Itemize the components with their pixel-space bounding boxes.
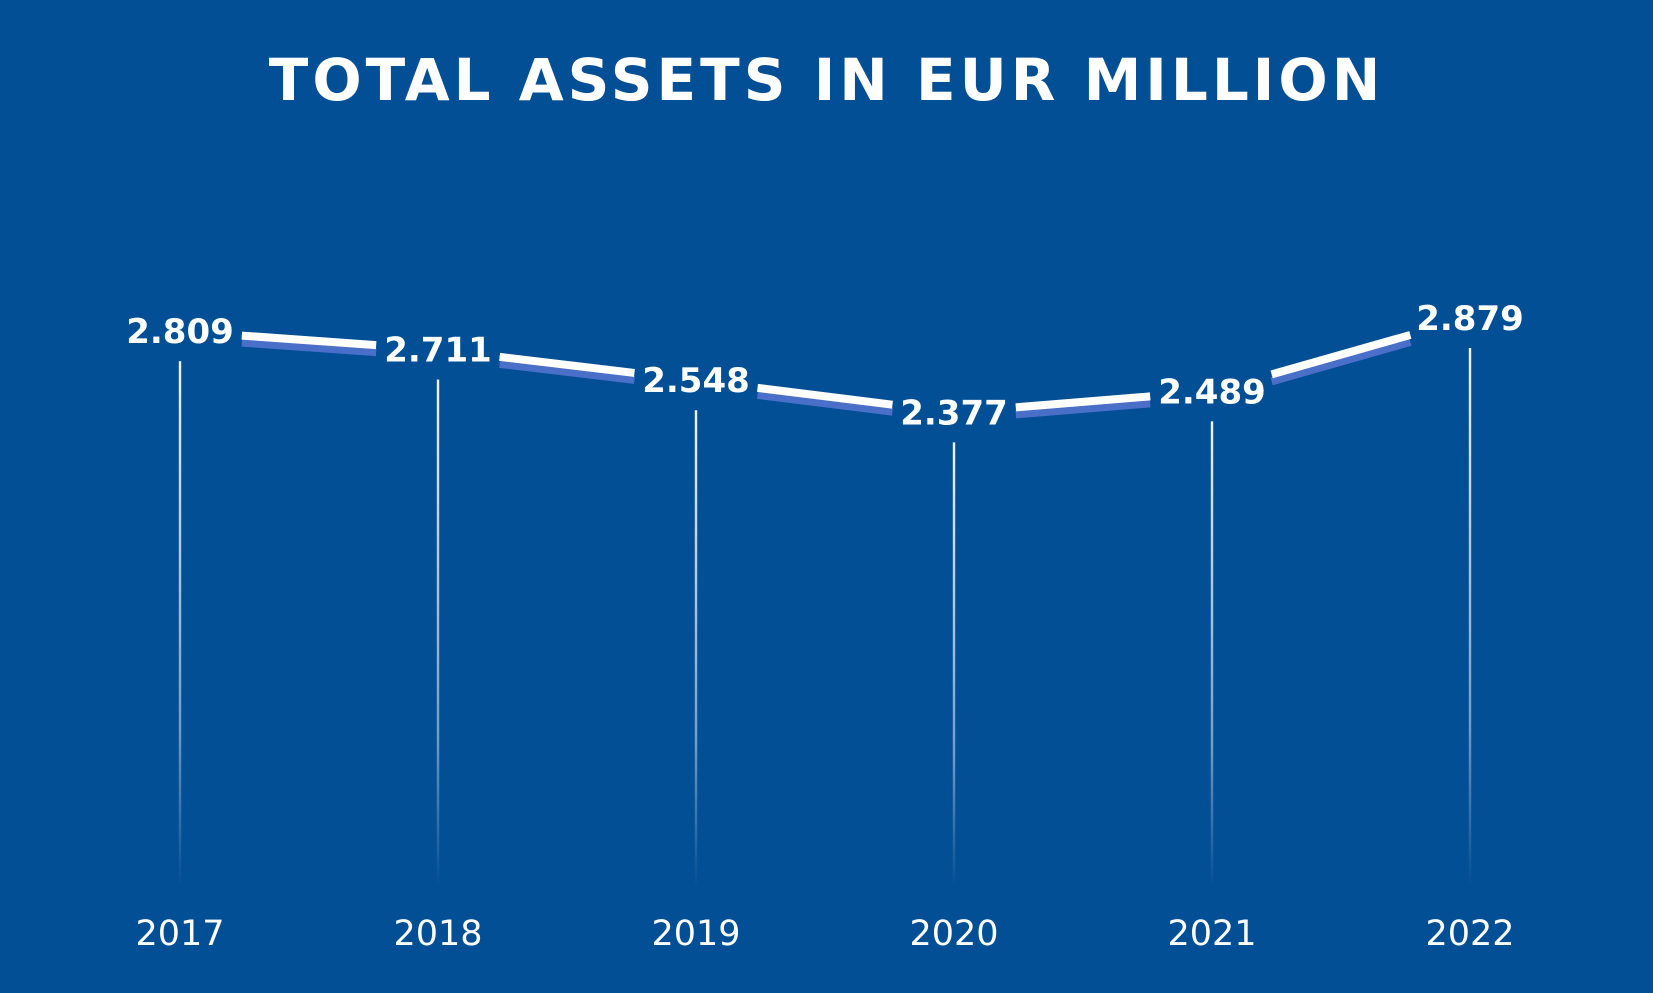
line-segment-shadow-2018-2019 <box>499 359 635 384</box>
drop-line-2018 <box>436 379 440 885</box>
line-segment-2017-2018 <box>241 331 377 350</box>
line-segment-2019-2020 <box>757 383 893 409</box>
data-label-2017: 2.809 <box>126 312 234 352</box>
line-segment-shadow-2017-2018 <box>241 338 377 357</box>
data-label-2022: 2.879 <box>1416 299 1524 339</box>
chart-title: TOTAL ASSETS IN EUR MILLION <box>268 46 1385 114</box>
data-labels: 2.809 2.711 2.548 2.377 2.489 2.879 <box>126 299 1524 433</box>
x-tick-label-2019: 2019 <box>651 914 740 954</box>
data-label-2021: 2.489 <box>1158 372 1266 412</box>
drop-line-2019 <box>694 410 698 885</box>
line-segment-2018-2019 <box>499 352 635 377</box>
drop-line-2022 <box>1468 348 1472 885</box>
drop-lines <box>178 348 1472 885</box>
drop-line-2021 <box>1210 421 1214 885</box>
x-tick-label-2021: 2021 <box>1167 914 1256 954</box>
series-line <box>241 331 1412 419</box>
x-tick-label-2022: 2022 <box>1425 914 1514 954</box>
line-segment-2021-2022 <box>1270 331 1412 379</box>
x-axis-tick-labels: 2017 2018 2019 2020 2021 2022 <box>135 914 1514 954</box>
line-segment-shadow-2019-2020 <box>757 390 893 416</box>
x-tick-label-2017: 2017 <box>135 914 224 954</box>
line-segment-shadow-2020-2021 <box>1015 399 1151 419</box>
data-label-2020: 2.377 <box>900 393 1008 433</box>
line-segment-2020-2021 <box>1015 392 1151 412</box>
drop-line-2020 <box>952 442 956 885</box>
drop-line-2017 <box>178 361 182 885</box>
x-tick-label-2020: 2020 <box>909 914 998 954</box>
line-segment-shadow-2021-2022 <box>1270 338 1412 386</box>
data-label-2019: 2.548 <box>642 361 750 401</box>
data-label-2018: 2.711 <box>384 331 492 371</box>
x-tick-label-2018: 2018 <box>393 914 482 954</box>
